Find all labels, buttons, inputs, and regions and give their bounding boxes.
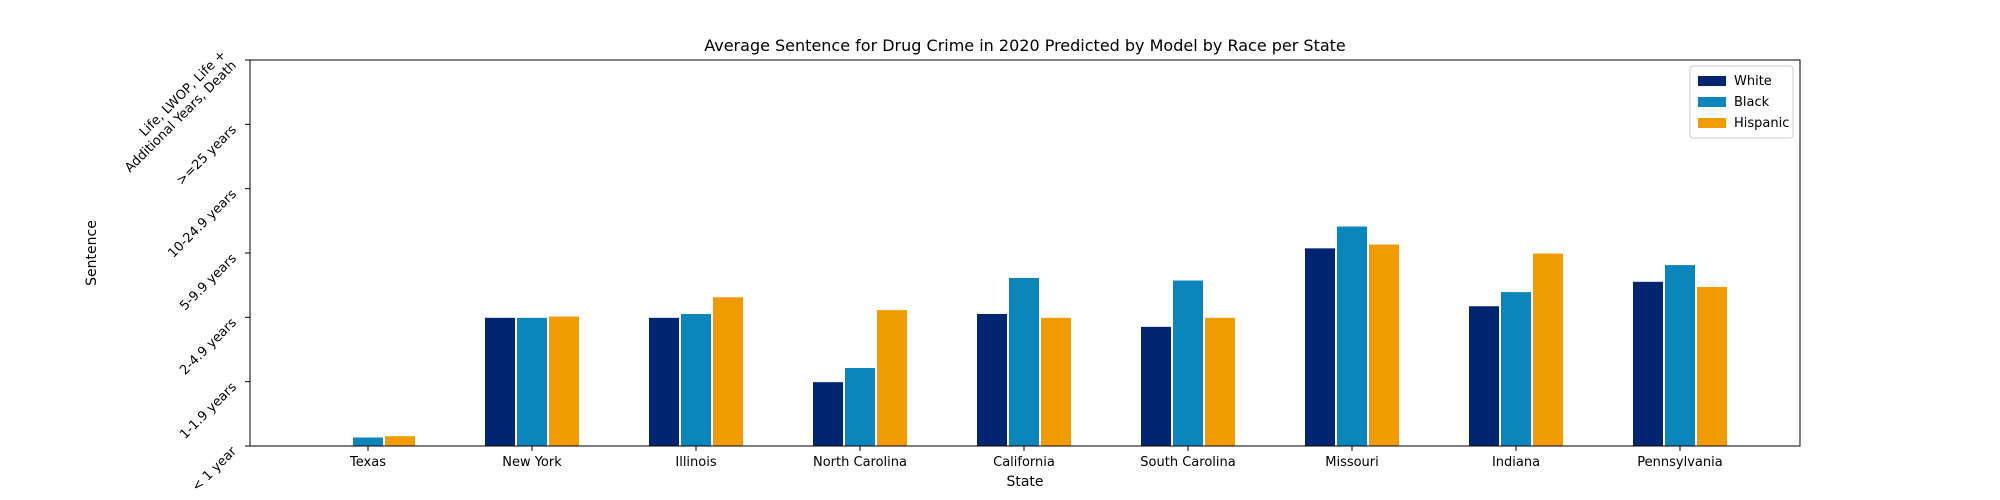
y-axis-label: Sentence xyxy=(84,220,100,286)
plot-area-frame xyxy=(249,59,1801,447)
bar-black-pennsylvania xyxy=(1664,264,1696,447)
bar-hispanic-north-carolina xyxy=(876,309,908,447)
bar-black-north-carolina xyxy=(844,367,876,447)
bar-hispanic-missouri xyxy=(1368,243,1400,447)
x-tick-label: Illinois xyxy=(675,455,716,470)
bar-hispanic-pennsylvania xyxy=(1696,285,1728,447)
chart-title: Average Sentence for Drug Crime in 2020 … xyxy=(704,36,1346,55)
x-tick-label: Missouri xyxy=(1325,455,1379,470)
legend-swatch-hispanic xyxy=(1698,118,1726,128)
x-axis: Texas New York Illinois North Carolina Calif… xyxy=(349,446,1723,470)
x-tick-label: California xyxy=(993,455,1055,470)
legend-label-black: Black xyxy=(1734,95,1770,110)
bar-white-indiana xyxy=(1468,305,1500,447)
bar-black-california xyxy=(1008,276,1040,447)
bars xyxy=(352,225,1728,447)
bar-black-south-carolina xyxy=(1172,279,1204,447)
bar-hispanic-indiana xyxy=(1532,252,1564,447)
bar-white-california xyxy=(976,312,1008,447)
x-tick-label: New York xyxy=(502,455,562,470)
x-tick-label: North Carolina xyxy=(813,455,907,470)
x-tick-label: South Carolina xyxy=(1140,455,1235,470)
legend-swatch-white xyxy=(1698,76,1726,86)
bar-black-texas xyxy=(352,436,384,447)
legend-swatch-black xyxy=(1698,97,1726,107)
legend-label-white: White xyxy=(1734,74,1772,89)
bar-white-north-carolina xyxy=(812,381,844,447)
bar-white-illinois xyxy=(648,316,680,447)
x-axis-label: State xyxy=(1006,474,1043,490)
x-tick-label: Indiana xyxy=(1492,455,1540,470)
bar-hispanic-california xyxy=(1040,316,1072,447)
x-tick-label: Texas xyxy=(349,455,386,470)
bar-black-illinois xyxy=(680,312,712,447)
bar-hispanic-illinois xyxy=(712,296,744,447)
legend-label-hispanic: Hispanic xyxy=(1734,116,1789,131)
bar-white-new-york xyxy=(484,316,516,447)
bar-hispanic-new-york xyxy=(548,315,580,447)
legend: White Black Hispanic xyxy=(1689,65,1794,139)
x-tick-label: Pennsylvania xyxy=(1637,455,1722,470)
bar-hispanic-south-carolina xyxy=(1204,316,1236,447)
bar-black-new-york xyxy=(516,316,548,447)
bar-black-indiana xyxy=(1500,291,1532,447)
bar-white-missouri xyxy=(1304,247,1336,447)
bar-black-missouri xyxy=(1336,225,1368,447)
bar-white-south-carolina xyxy=(1140,325,1172,447)
bar-white-pennsylvania xyxy=(1632,280,1664,447)
bar-hispanic-texas xyxy=(384,435,416,447)
